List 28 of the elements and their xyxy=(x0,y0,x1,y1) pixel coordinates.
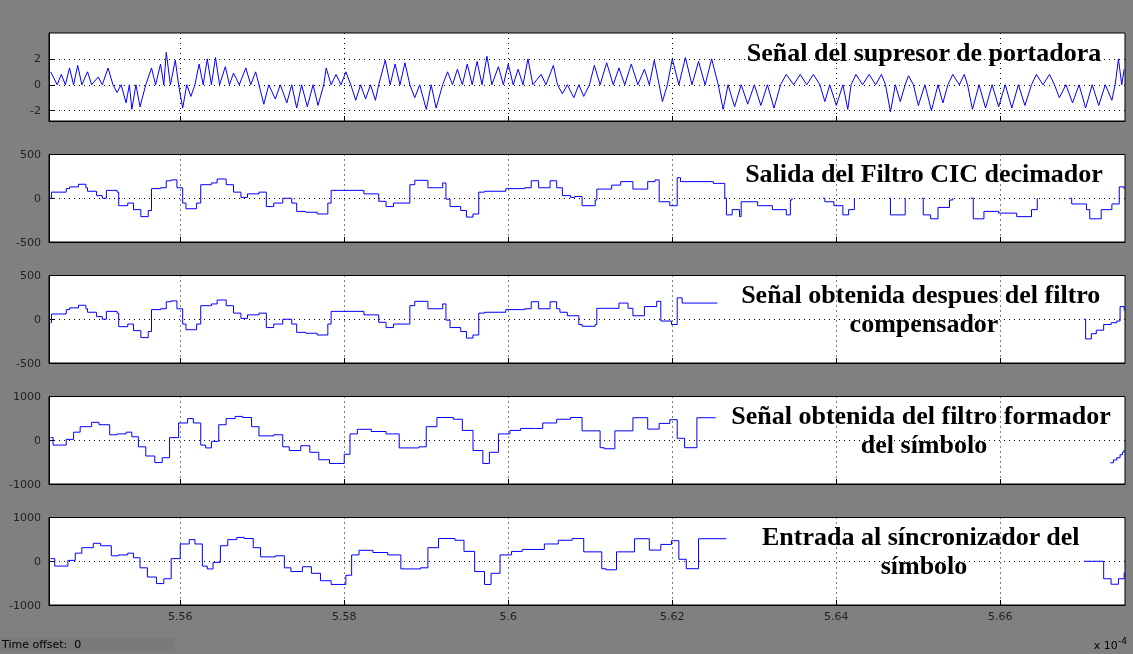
x-tick-label: 5.56 xyxy=(167,610,193,623)
text: Señal obtenida despues del filtro compensador xyxy=(741,280,1107,338)
y-tick-label: 0 xyxy=(34,312,41,326)
y-tick-label: -1000 xyxy=(9,477,41,491)
x-tick-label: 5.64 xyxy=(824,610,849,623)
text: Time offset: 0 xyxy=(1,638,82,651)
y-tick-label: -500 xyxy=(16,235,41,249)
x-tick-label: 5.62 xyxy=(660,610,685,623)
y-tick-label: 0 xyxy=(34,191,41,205)
y-tick-label: 1000 xyxy=(13,390,41,403)
y-tick-label: 500 xyxy=(20,148,41,161)
y-tick-label: -500 xyxy=(16,356,41,370)
y-tick-label: 1000 xyxy=(13,511,41,524)
x-tick-label: 5.58 xyxy=(331,610,357,623)
y-tick-label: 0 xyxy=(34,78,41,92)
y-tick-label: 0 xyxy=(34,433,41,447)
y-tick-label: -2 xyxy=(30,104,41,118)
y-tick-label: 0 xyxy=(34,554,41,568)
chart-title: Señal del supresor de portadora xyxy=(746,38,1102,67)
text: Señal obtenida del filtro formador del símbolo xyxy=(731,401,1117,459)
x-tick-label: 5.6 xyxy=(499,610,518,623)
y-tick-label: 2 xyxy=(34,52,41,66)
chart-title: Salida del Filtro CIC decimador xyxy=(745,159,1103,188)
y-tick-label: -1000 xyxy=(9,598,41,612)
text: Entrada al síncronizador del símbolo xyxy=(761,522,1087,580)
y-tick-label: 500 xyxy=(20,269,41,282)
x-axis-title: x 10$^{-4}$ xyxy=(1093,634,1127,653)
x-tick-label: 5.66 xyxy=(988,610,1013,623)
